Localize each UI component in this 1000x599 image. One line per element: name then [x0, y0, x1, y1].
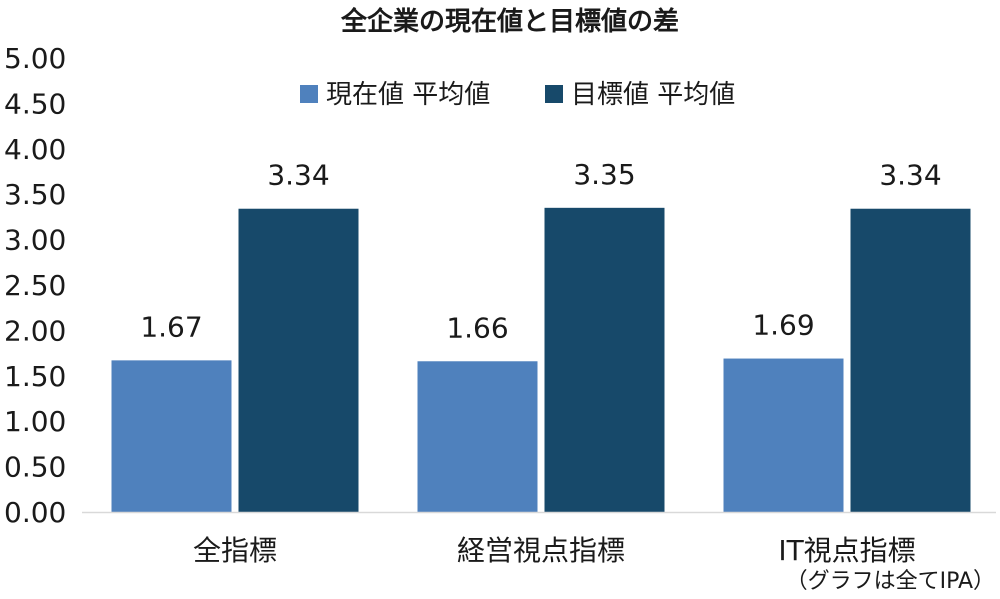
- data-label: 1.67: [140, 310, 202, 343]
- y-tick-label: 2.50: [4, 269, 66, 302]
- y-tick-label: 2.00: [4, 314, 66, 347]
- y-tick-label: 1.00: [4, 405, 66, 438]
- bar-target: [238, 208, 359, 512]
- legend: 現在値 平均値 目標値 平均値: [300, 80, 735, 110]
- category-label: 経営視点指標: [457, 534, 625, 567]
- bars: 1.67 3.34 1.66 3.35 1.69 3.34: [111, 158, 971, 512]
- data-label: 3.35: [573, 158, 635, 191]
- legend-label: 現在値 平均値: [326, 80, 490, 110]
- chart-title: 全企業の現在値と目標値の差: [340, 6, 679, 37]
- x-axis: 全指標 経営視点指標 IT視点指標: [82, 511, 996, 567]
- legend-label: 目標値 平均値: [571, 80, 735, 110]
- y-tick-label: 3.50: [4, 178, 66, 211]
- data-label: 1.66: [446, 311, 508, 344]
- y-tick-label: 4.50: [4, 87, 66, 120]
- legend-swatch: [300, 85, 318, 103]
- bar-current: [417, 361, 538, 512]
- y-tick-label: 4.00: [4, 133, 66, 166]
- y-tick-label: 3.00: [4, 224, 66, 257]
- data-label: 3.34: [267, 159, 329, 192]
- y-tick-label: 0.00: [4, 496, 66, 529]
- category-label: 全指標: [193, 534, 277, 567]
- bar-target: [850, 208, 971, 512]
- legend-swatch: [545, 85, 563, 103]
- y-tick-label: 1.50: [4, 360, 66, 393]
- data-label: 3.34: [879, 159, 941, 192]
- y-tick-label: 5.00: [4, 42, 66, 75]
- source-note: （グラフは全てIPA）: [786, 569, 995, 594]
- bar-target: [544, 207, 665, 512]
- data-label: 1.69: [752, 309, 814, 342]
- y-tick-label: 0.50: [4, 451, 66, 484]
- bar-current: [111, 360, 232, 512]
- bar-current: [723, 358, 844, 512]
- category-label: IT視点指標: [778, 534, 915, 567]
- y-axis: 0.00 0.50 1.00 1.50 2.00 2.50 3.00 3.50 4.00 4.50…: [4, 42, 66, 529]
